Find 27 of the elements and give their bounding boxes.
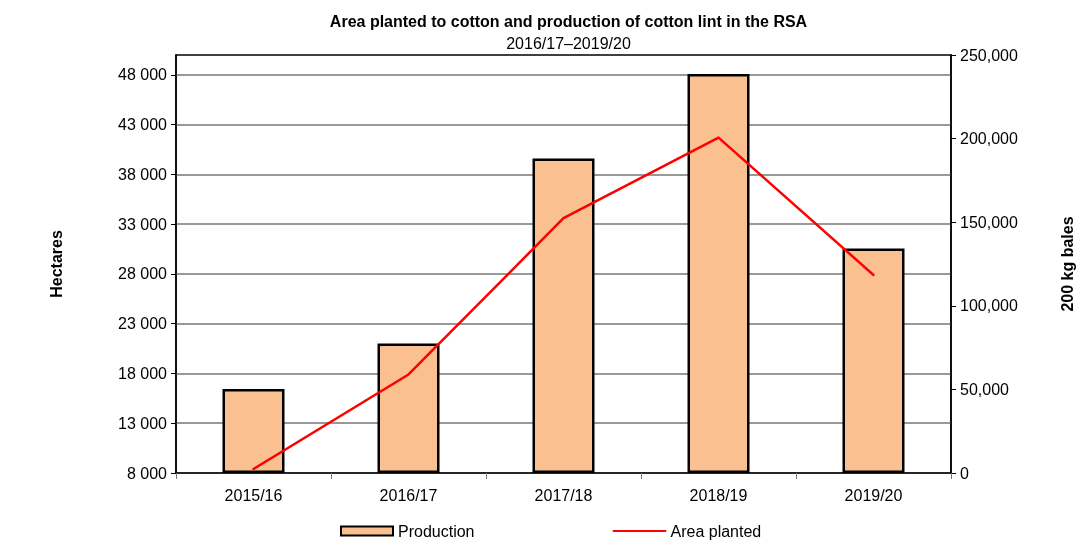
y-tick-label: 33 000 bbox=[118, 215, 168, 233]
y2-tick-label: 50,000 bbox=[960, 380, 1010, 398]
y-tick-label: 38 000 bbox=[118, 165, 168, 183]
y-axis-title: Hectares bbox=[47, 230, 65, 298]
legend-label: Production bbox=[398, 522, 475, 540]
y-tick-label: 48 000 bbox=[118, 66, 168, 84]
x-tick-label: 2018/19 bbox=[689, 486, 748, 504]
y-tick-label: 28 000 bbox=[118, 265, 168, 283]
y-tick-label: 13 000 bbox=[118, 414, 168, 432]
chart-subtitle: 2016/17–2019/20 bbox=[506, 34, 631, 52]
y2-tick-label: 250,000 bbox=[960, 46, 1018, 64]
legend-label: Area planted bbox=[670, 522, 762, 540]
y-tick-label: 43 000 bbox=[118, 116, 168, 134]
chart-title: Area planted to cotton and production of cotton lint in the RSA bbox=[329, 12, 808, 30]
y2-tick-label: 0 bbox=[960, 464, 969, 482]
y2-tick-label: 100,000 bbox=[960, 297, 1018, 315]
x-tick-label: 2019/20 bbox=[844, 486, 903, 504]
y2-tick-label: 150,000 bbox=[960, 213, 1018, 231]
y2-tick-label: 200,000 bbox=[960, 130, 1018, 148]
y2-axis-title: 200 kg bales bbox=[1058, 216, 1076, 312]
y-tick-label: 8 000 bbox=[126, 464, 168, 482]
x-tick-label: 2015/16 bbox=[224, 486, 283, 504]
x-tick-label: 2016/17 bbox=[379, 486, 438, 504]
y-tick-label: 23 000 bbox=[118, 315, 168, 333]
x-tick-label: 2017/18 bbox=[534, 486, 593, 504]
line-series bbox=[252, 136, 875, 471]
y-tick-label: 18 000 bbox=[118, 364, 168, 382]
